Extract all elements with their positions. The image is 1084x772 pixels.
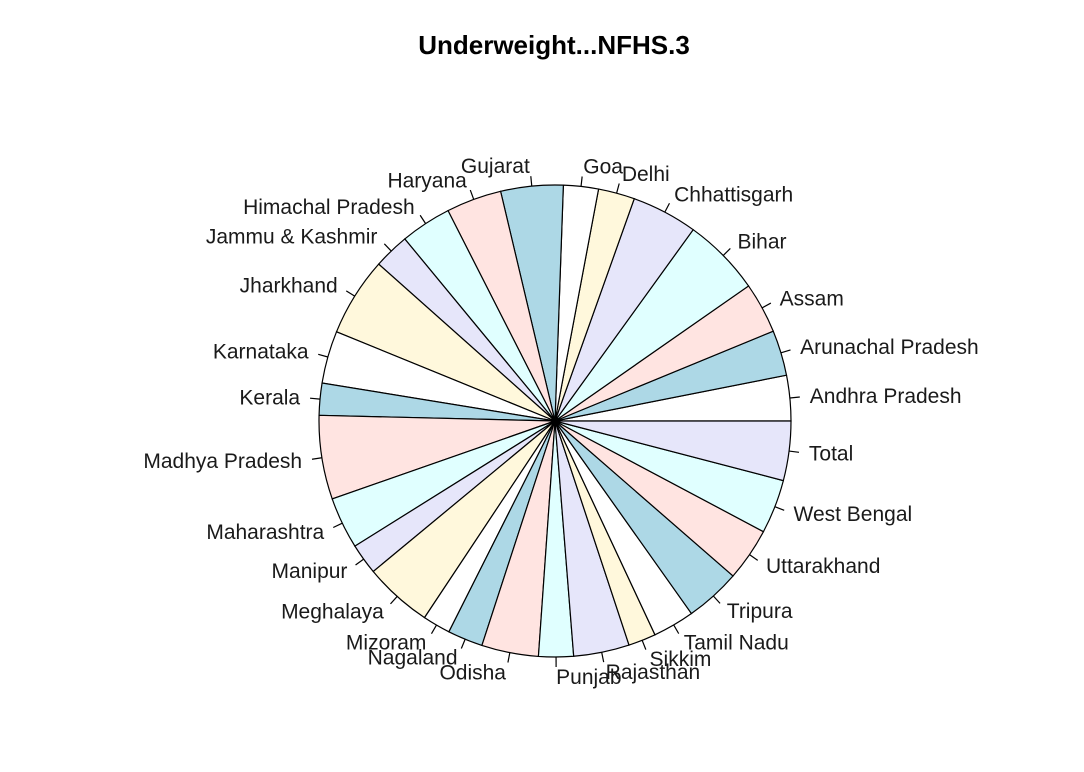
pie-tick-madhya-pradesh xyxy=(311,457,322,460)
pie-label-bihar: Bihar xyxy=(737,230,786,253)
pie-slice-total xyxy=(554,420,792,482)
chart-title: Underweight...NFHS.3 xyxy=(418,30,690,60)
pie-label-andhra-pradesh: Andhra Pradesh xyxy=(810,385,962,408)
pie-tick-himachal-pradesh xyxy=(419,214,427,224)
pie-label-meghalaya: Meghalaya xyxy=(281,600,384,623)
pie-label-total: Total xyxy=(809,443,853,466)
pie-tick-tamil-nadu xyxy=(673,624,680,634)
pie-label-haryana: Haryana xyxy=(387,170,467,193)
pie-tick-delhi xyxy=(616,183,620,194)
pie-label-arunachal-pradesh: Arunachal Pradesh xyxy=(800,336,979,359)
pie-tick-west-bengal xyxy=(774,506,785,511)
pie-slices xyxy=(318,184,792,658)
pie-label-nagaland: Nagaland xyxy=(368,647,458,670)
pie-center xyxy=(551,417,559,425)
pie-tick-kerala xyxy=(310,397,321,400)
pie-label-rajasthan: Rajasthan xyxy=(606,661,701,684)
pie-label-tamil-nadu: Tamil Nadu xyxy=(684,631,789,654)
pie-label-karnataka: Karnataka xyxy=(213,341,309,364)
pie-label-mizoram: Mizoram xyxy=(346,631,427,654)
pie-tick-uttarakhand xyxy=(749,554,759,561)
pie-tick-meghalaya xyxy=(390,596,398,605)
pie-tick-gujarat xyxy=(530,176,533,187)
pie-label-gujarat: Gujarat xyxy=(461,155,530,178)
pie-label-assam: Assam xyxy=(780,287,844,310)
pie-tick-total xyxy=(789,450,800,453)
pie-label-jharkhand: Jharkhand xyxy=(240,275,338,298)
pie-tick-maharashtra xyxy=(332,522,343,529)
pie-labels: Andhra Pradesh Arunachal Pradesh Assam Biha… xyxy=(143,155,978,689)
pie-tick-andhra-pradesh xyxy=(789,396,800,399)
pie-label-punjab: Punjab xyxy=(556,666,621,689)
pie-tick-jharkhand xyxy=(345,290,356,297)
pie-tick-sikkim xyxy=(641,640,647,650)
pie-label-maharashtra: Maharashtra xyxy=(206,521,324,544)
pie-label-jammu-and-kashmir: Jammu & Kashmir xyxy=(206,226,378,249)
pie-label-uttarakhand: Uttarakhand xyxy=(766,555,880,578)
pie-label-tripura: Tripura xyxy=(727,600,793,623)
pie-tick-arunachal-pradesh xyxy=(780,349,791,354)
pie-label-sikkim: Sikkim xyxy=(650,648,712,671)
pie-tick-assam xyxy=(761,302,772,309)
pie-tick-odisha xyxy=(507,652,511,663)
pie-label-ticks xyxy=(310,176,800,668)
pie-tick-nagaland xyxy=(460,639,466,649)
pie-tick-mizoram xyxy=(430,624,438,635)
pie-tick-bihar xyxy=(722,248,731,256)
pie-tick-haryana xyxy=(469,189,475,200)
pie-tick-chhattisgarh xyxy=(664,202,671,213)
pie-label-manipur: Manipur xyxy=(272,560,348,583)
pie-label-goa: Goa xyxy=(583,156,623,179)
pie-tick-goa xyxy=(580,176,583,187)
pie-label-odisha: Odisha xyxy=(439,661,506,684)
pie-label-madhya-pradesh: Madhya Pradesh xyxy=(143,450,302,473)
pie-tick-karnataka xyxy=(318,353,329,358)
pie-label-himachal-pradesh: Himachal Pradesh xyxy=(243,196,415,219)
pie-label-chhattisgarh: Chhattisgarh xyxy=(674,183,793,206)
pie-tick-jammu-and-kashmir xyxy=(383,243,392,252)
pie-label-kerala: Kerala xyxy=(239,386,300,409)
pie-label-west-bengal: West Bengal xyxy=(794,503,913,526)
pie-label-delhi: Delhi xyxy=(622,163,670,186)
pie-tick-rajasthan xyxy=(601,652,605,663)
pie-tick-tripura xyxy=(712,595,721,604)
pie-tick-manipur xyxy=(355,558,365,566)
